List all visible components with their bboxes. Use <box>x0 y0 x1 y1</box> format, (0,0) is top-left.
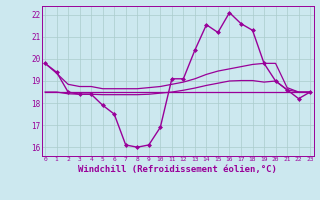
X-axis label: Windchill (Refroidissement éolien,°C): Windchill (Refroidissement éolien,°C) <box>78 165 277 174</box>
